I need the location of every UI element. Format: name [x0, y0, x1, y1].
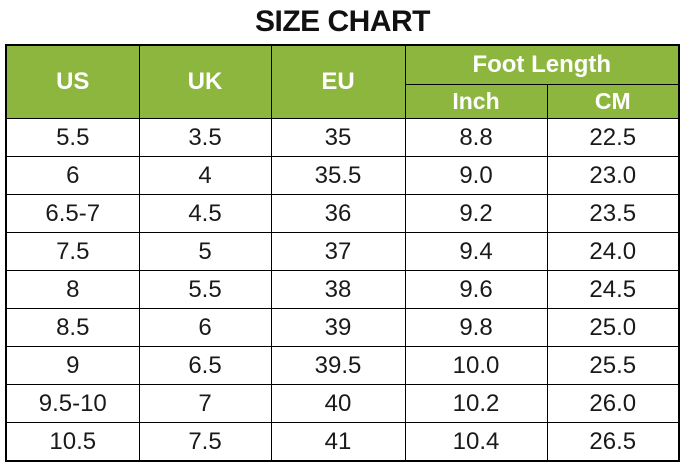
table-row: 6 4 35.5 9.0 23.0: [5, 156, 680, 195]
table-cell: 39: [270, 308, 406, 347]
table-cell: 25.5: [546, 346, 680, 385]
table-cell: 9.8: [404, 308, 548, 347]
table-cell: 5: [138, 232, 272, 271]
table-cell: 25.0: [546, 308, 680, 347]
table-cell: 7.5: [138, 422, 272, 462]
table-row: 8.5 6 39 9.8 25.0: [5, 308, 680, 347]
table-cell: 24.5: [546, 270, 680, 309]
table-cell: 4: [138, 156, 272, 195]
table-cell: 36: [270, 194, 406, 233]
table-cell: 22.5: [546, 118, 680, 157]
table-body: 5.5 3.5 35 8.8 22.5 6 4 35.5 9.0 23.0 6.5-7 4.5 36 9.…: [5, 118, 680, 462]
table-cell: 10.0: [404, 346, 548, 385]
column-header-uk: UK: [138, 44, 272, 119]
table-cell: 3.5: [138, 118, 272, 157]
table-cell: 8.8: [404, 118, 548, 157]
table-cell: 6: [138, 308, 272, 347]
table-cell: 26.5: [546, 422, 680, 462]
table-row: 6.5-7 4.5 36 9.2 23.5: [5, 194, 680, 233]
column-header-us: US: [5, 44, 140, 119]
table-row: 5.5 3.5 35 8.8 22.5: [5, 118, 680, 157]
table-row: 10.5 7.5 41 10.4 26.5: [5, 422, 680, 462]
table-cell: 35: [270, 118, 406, 157]
table-row: 9 6.5 39.5 10.0 25.5: [5, 346, 680, 385]
table-cell: 9.2: [404, 194, 548, 233]
table-cell: 40: [270, 384, 406, 423]
table-cell: 6.5-7: [5, 194, 140, 233]
table-cell: 9.4: [404, 232, 548, 271]
table-cell: 5.5: [5, 118, 140, 157]
page-title: SIZE CHART: [255, 5, 431, 38]
table-cell: 10.5: [5, 422, 140, 462]
table-header: US UK EU Foot Length Inch CM: [5, 44, 680, 119]
table-cell: 23.0: [546, 156, 680, 195]
table-cell: 6.5: [138, 346, 272, 385]
table-cell: 10.2: [404, 384, 548, 423]
column-header-inch: Inch: [404, 84, 548, 119]
table-cell: 9.6: [404, 270, 548, 309]
table-cell: 38: [270, 270, 406, 309]
table-cell: 35.5: [270, 156, 406, 195]
table-cell: 37: [270, 232, 406, 271]
table-cell: 24.0: [546, 232, 680, 271]
table-cell: 10.4: [404, 422, 548, 462]
table-row: 7.5 5 37 9.4 24.0: [5, 232, 680, 271]
column-header-eu: EU: [270, 44, 406, 119]
table-cell: 7: [138, 384, 272, 423]
table-cell: 4.5: [138, 194, 272, 233]
table-cell: 7.5: [5, 232, 140, 271]
table-cell: 9.5-10: [5, 384, 140, 423]
column-header-foot-length: Foot Length: [404, 44, 680, 85]
column-header-cm: CM: [546, 84, 680, 119]
header-row-top: US UK EU Foot Length: [5, 44, 680, 119]
table-cell: 39.5: [270, 346, 406, 385]
table-cell: 9.0: [404, 156, 548, 195]
table-cell: 41: [270, 422, 406, 462]
table-cell: 26.0: [546, 384, 680, 423]
table-cell: 6: [5, 156, 140, 195]
table-row: 8 5.5 38 9.6 24.5: [5, 270, 680, 309]
table-cell: 8: [5, 270, 140, 309]
header-row-sub: Inch CM: [6, 84, 680, 119]
table-cell: 23.5: [546, 194, 680, 233]
table-cell: 8.5: [5, 308, 140, 347]
table-row: 9.5-10 7 40 10.2 26.0: [5, 384, 680, 423]
table-cell: 5.5: [138, 270, 272, 309]
table-cell: 9: [5, 346, 140, 385]
size-chart-table: US UK EU Foot Length Inch CM 5.5 3.5 35 8.8…: [5, 44, 680, 462]
